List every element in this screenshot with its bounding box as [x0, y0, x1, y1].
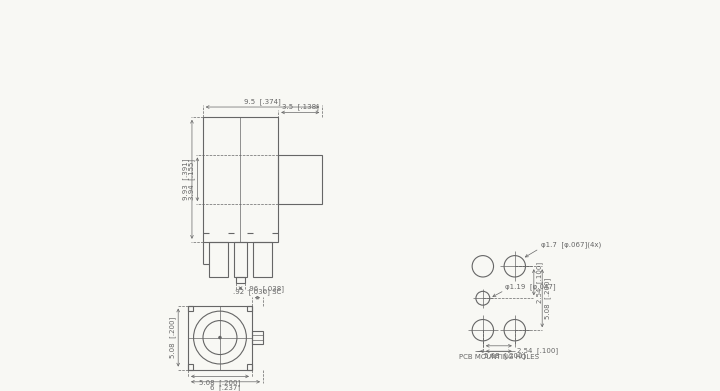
Bar: [235, 242, 246, 277]
Bar: [203, 117, 278, 242]
Bar: [188, 306, 252, 369]
Text: 9.5  [.374]: 9.5 [.374]: [244, 98, 281, 104]
Bar: [278, 154, 323, 204]
Text: .96  [.038]: .96 [.038]: [247, 285, 284, 292]
Text: 5.08  [.200]: 5.08 [.200]: [484, 352, 525, 359]
Text: 5.08  [.200]: 5.08 [.200]: [544, 278, 552, 319]
Bar: [253, 242, 272, 277]
Text: 6  [.237]: 6 [.237]: [210, 384, 240, 391]
Bar: [235, 277, 246, 283]
Bar: [209, 242, 228, 277]
Text: 5.08  [.200]: 5.08 [.200]: [199, 379, 240, 386]
Bar: [247, 306, 252, 311]
Bar: [247, 364, 252, 369]
Text: 3.94  [.155]: 3.94 [.155]: [188, 159, 195, 200]
Text: 2.54  [.100]: 2.54 [.100]: [536, 262, 543, 303]
Text: φ1.19  [φ.047]: φ1.19 [φ.047]: [505, 283, 556, 290]
Bar: [252, 331, 263, 344]
Text: 9.93  [.391]: 9.93 [.391]: [183, 158, 189, 200]
Text: 5.08  [.200]: 5.08 [.200]: [169, 317, 176, 358]
Circle shape: [219, 336, 221, 339]
Bar: [188, 306, 193, 311]
Text: 2.54  [.100]: 2.54 [.100]: [517, 347, 558, 354]
Text: 3.5  [.138]: 3.5 [.138]: [282, 103, 319, 110]
Text: PCB MOUNTING HOLES: PCB MOUNTING HOLES: [459, 354, 539, 360]
Text: φ1.7  [φ.067](4x): φ1.7 [φ.067](4x): [541, 241, 601, 248]
Text: .92  [.036] SC: .92 [.036] SC: [233, 289, 282, 295]
Bar: [188, 364, 193, 369]
